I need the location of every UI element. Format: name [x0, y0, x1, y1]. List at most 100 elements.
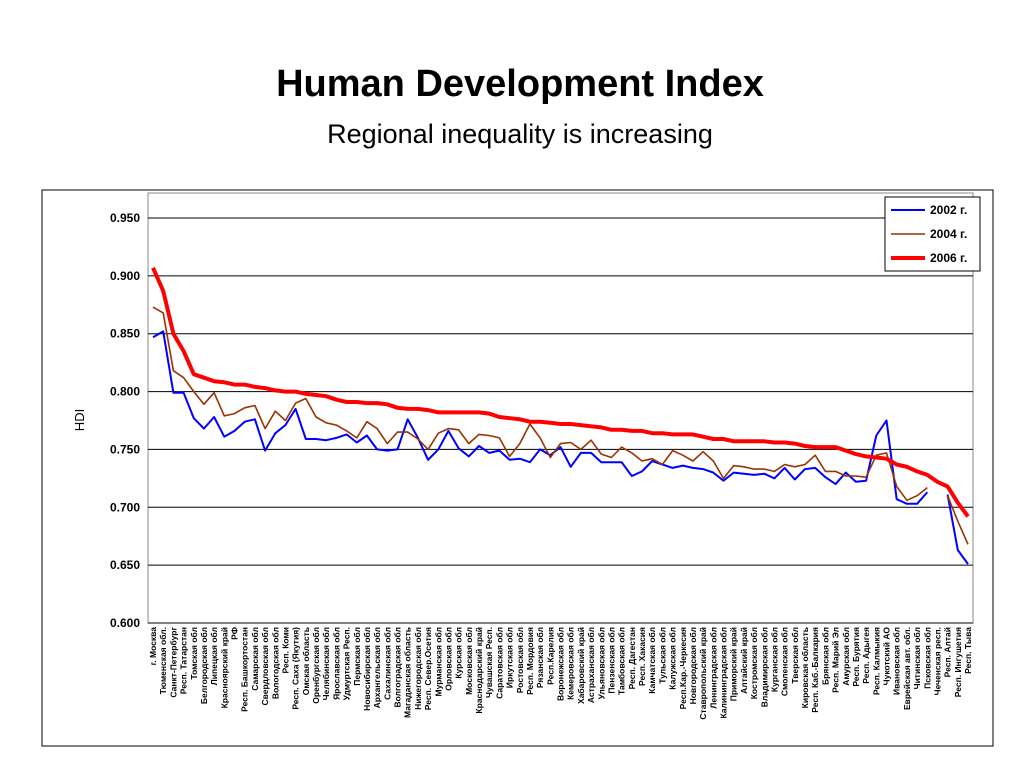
- x-tick-label: Иркутская обл: [505, 627, 515, 688]
- x-tick-label: Владимирская обл: [759, 627, 769, 707]
- x-tick-label: Ростовская обл: [515, 627, 525, 693]
- y-axis-label: HDI: [72, 409, 87, 431]
- x-tick-label: Орловская обл: [443, 627, 453, 691]
- x-tick-label: Белгородская обл: [199, 627, 209, 704]
- x-tick-label: Кемеровская обл: [566, 627, 576, 700]
- chart-title: Human Development Index: [276, 63, 764, 105]
- x-tick-label: Респ. Калмыкия: [871, 627, 881, 695]
- x-tick-label: Респ. Татарстан: [179, 627, 189, 694]
- x-tick-label: Респ. Север.Осетия: [423, 627, 433, 710]
- x-tick-label: Оренбургская обл: [311, 627, 321, 704]
- legend-label: 2004 г.: [930, 227, 967, 241]
- x-tick-label: Еврейская авт. обл.: [902, 627, 912, 710]
- x-tick-label: Саратовская обл: [494, 627, 504, 699]
- x-tick-label: Санкт-Петербург: [168, 627, 178, 698]
- x-tick-label: Калининградская обл: [719, 627, 729, 719]
- x-tick-label: Чукотский АО: [882, 627, 892, 686]
- chart-subtitle: Regional inequality is increasing: [327, 119, 713, 149]
- x-tick-label: Сахалинская обл: [382, 627, 392, 700]
- x-tick-label: Псковская обл: [922, 627, 932, 689]
- x-tick-label: Респ. Мордовия: [525, 627, 535, 695]
- y-tick-label: 0.900: [110, 269, 140, 283]
- x-tick-label: Ивановская обл: [892, 627, 902, 695]
- x-tick-label: Брянская обл: [820, 627, 830, 685]
- series-line: [152, 330, 969, 565]
- x-tick-label: Респ. Саха (Якутия): [291, 627, 301, 710]
- x-tick-label: Свердловская обл: [260, 627, 270, 706]
- x-tick-label: Московская обл: [464, 627, 474, 695]
- x-tick-label: Тамбовская обл: [617, 627, 627, 695]
- x-tick-label: Ульяновская обл: [596, 627, 606, 699]
- x-tick-label: Тверская обл: [790, 627, 800, 684]
- legend-label: 2006 г.: [930, 251, 967, 265]
- x-tick-label: Тюменская обл.: [158, 627, 168, 694]
- series-line: [152, 306, 969, 545]
- x-tick-label: Респ. Бурятия: [851, 627, 861, 687]
- x-tick-label: Курганская обл: [769, 627, 779, 692]
- x-tick-label: Чеченская респ.: [932, 627, 942, 695]
- x-tick-label: Респ. Ингушетия: [953, 627, 963, 697]
- y-tick-label: 0.750: [110, 442, 140, 456]
- x-tick-label: Самарская обл: [250, 627, 260, 691]
- plot-area: [147, 192, 974, 624]
- x-tick-label: Хабаровский край: [576, 627, 586, 704]
- x-tick-label: Краснодарский край: [474, 627, 484, 714]
- x-tick-label: Томская обл: [189, 627, 199, 680]
- x-tick-label: Респ. Дагестан: [627, 627, 637, 689]
- x-tick-label: Архангельская обл: [372, 627, 382, 708]
- y-tick-label: 0.650: [110, 558, 140, 572]
- legend-label: 2002 г.: [930, 203, 967, 217]
- x-tick-label: Пермская обл: [352, 627, 362, 686]
- x-tick-label: Воронежская обл: [556, 627, 566, 701]
- x-tick-label: Ленинградская обл: [708, 627, 718, 709]
- x-tick-label: Челябинская обл: [321, 627, 331, 700]
- x-tick-label: Омская область: [301, 627, 311, 695]
- y-tick-label: 0.700: [110, 500, 140, 514]
- x-tick-label: Липецкая обл: [209, 627, 219, 685]
- x-tick-label: Респ. Башкортостан: [240, 627, 250, 712]
- x-tick-label: Нижегородская обл: [413, 627, 423, 710]
- x-tick-label: Астраханская обл: [586, 627, 596, 703]
- x-tick-label: Камчатская обл: [647, 627, 657, 694]
- x-tick-label: Читинская обл: [912, 627, 922, 689]
- x-tick-label: Кировская область: [800, 627, 810, 708]
- x-tick-label: Респ.Кар.-Черкесия: [678, 627, 688, 709]
- x-tick-label: Ярославская обл: [331, 627, 341, 700]
- x-tick-label: Волгоградская обл: [393, 627, 403, 708]
- x-tick-label: Респ.Карелия: [545, 627, 555, 685]
- x-tick-label: Тульская обл: [657, 627, 667, 684]
- x-tick-label: Респ. Алтай: [943, 627, 953, 677]
- x-tick-label: Респ. Тыва: [963, 627, 973, 674]
- x-tick-label: Вологодская обл: [270, 627, 280, 699]
- series-line: [151, 266, 970, 518]
- x-tick-label: Респ. Коми: [280, 627, 290, 673]
- x-tick-label: Респ. Марий Эл: [831, 627, 841, 693]
- x-tick-label: Алтайский край: [739, 627, 749, 694]
- x-tick-label: Костромская обл: [749, 627, 759, 699]
- x-tick-label: Новосибирская обл: [362, 627, 372, 711]
- x-tick-label: Приморский край: [729, 627, 739, 701]
- x-tick-label: Удмуртская Респ.: [342, 627, 352, 700]
- x-tick-label: Калужская обл: [668, 627, 678, 690]
- x-tick-label: РФ: [230, 627, 240, 640]
- chart-frame: [41, 189, 994, 747]
- y-tick-label: 0.600: [110, 616, 140, 630]
- x-tick-label: Магаданская область: [403, 627, 413, 718]
- x-tick-label: Курская обл: [454, 627, 464, 679]
- x-tick-label: Красноярский край: [219, 627, 229, 708]
- x-tick-label: Чувашская Респ.: [484, 627, 494, 698]
- x-tick-label: Респ. Хакасия: [637, 627, 647, 686]
- x-tick-label: Ставропольский край: [698, 627, 708, 720]
- x-tick-label: Мурманская обл: [433, 627, 443, 696]
- x-tick-label: Рязанская обл: [535, 627, 545, 688]
- x-tick-label: Респ. Адыгея: [861, 627, 871, 684]
- x-tick-label: Амурская обл: [841, 627, 851, 686]
- y-tick-label: 0.950: [110, 211, 140, 225]
- y-tick-label: 0.800: [110, 385, 140, 399]
- x-tick-label: г. Москва: [148, 627, 158, 666]
- y-tick-label: 0.850: [110, 327, 140, 341]
- x-tick-label: Смоленская обл: [780, 627, 790, 696]
- x-tick-label: Новгородская обл: [688, 627, 698, 704]
- x-tick-label: Респ. Каб.-Балкария: [810, 627, 820, 713]
